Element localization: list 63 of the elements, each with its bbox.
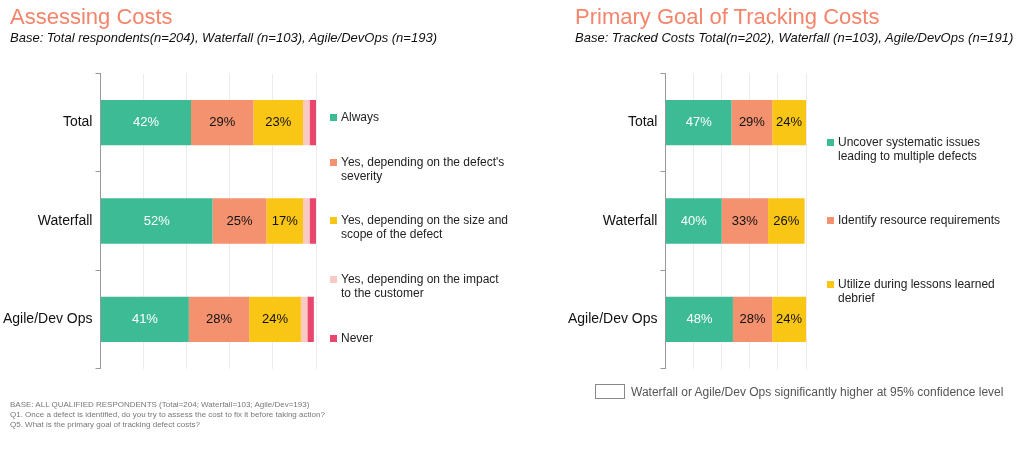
data-label: 47% <box>685 114 713 130</box>
y-tick-label: Agile/Dev Ops <box>568 310 658 327</box>
text: BASE: ALL QUALIFIED RESPONDENTS (Total=204; Waterfall=103; Agile/Dev=193) <box>10 400 311 410</box>
bar <box>300 296 308 343</box>
chart-title: Primary Goal of Tracking Costs <box>575 4 880 30</box>
data-label: 42% <box>132 114 160 130</box>
bar <box>732 296 773 343</box>
bar <box>665 296 733 343</box>
legend-label: Yes, depending on the defect's severity <box>341 154 506 183</box>
text: Q1. Once a defect is identified, do you try to assess the cost to fix it before taking action? <box>10 410 325 420</box>
data-label: 24% <box>262 310 289 326</box>
data-label: 29% <box>738 114 766 130</box>
bar <box>307 296 314 343</box>
legend-label: Never <box>341 330 374 345</box>
text: Waterfall or Agile/Dev Ops significantly higher at 95% confidence level <box>631 384 1004 399</box>
data-label: 40% <box>680 212 708 228</box>
chart-subtitle: Base: Total respondents(n=204), Waterfall (n=103), Agile/DevOps (n=193) <box>10 30 437 45</box>
y-tick-label: Waterfall <box>602 211 658 228</box>
data-label: 24% <box>776 310 803 326</box>
bar <box>266 198 304 244</box>
y-tick-label: Agile/Dev Ops <box>3 310 93 327</box>
bar <box>212 198 267 244</box>
bar <box>303 198 310 244</box>
legend-label: Identify resource requirements <box>838 213 1001 227</box>
data-label: 52% <box>143 212 171 228</box>
data-label: 23% <box>265 114 292 130</box>
bar <box>253 99 304 146</box>
bar <box>249 296 301 343</box>
bar <box>721 198 769 244</box>
data-label: 17% <box>271 212 299 228</box>
bar <box>772 99 806 146</box>
bar <box>309 99 316 146</box>
bar <box>188 296 250 343</box>
y-tick-label: Waterfall <box>37 211 93 228</box>
text: Q5. What is the primary goal of tracking defect costs? <box>10 420 201 430</box>
data-label: 25% <box>226 212 253 228</box>
y-tick-label: Total <box>627 113 658 130</box>
legend-label: Uncover systematic issues leading to multiple defects <box>838 135 982 163</box>
legend-label: Yes, depending on the size and scope of the defect <box>341 213 510 242</box>
y-tick-label: Total <box>62 113 93 130</box>
data-label: 48% <box>686 310 713 326</box>
bar <box>100 99 191 146</box>
legend-label: Always <box>341 110 380 125</box>
chart-subtitle: Base: Tracked Costs Total(n=202), Waterfall (n=103), Agile/DevOps (n=191) <box>575 30 1014 45</box>
chart-title: Assessing Costs <box>10 4 173 30</box>
data-label: 41% <box>131 310 159 326</box>
bar <box>768 198 805 244</box>
legend-label: Yes, depending on the impact to the customer <box>341 272 500 301</box>
data-label: 26% <box>773 212 800 228</box>
bar <box>303 99 310 146</box>
bar <box>665 198 722 244</box>
bar <box>100 198 213 244</box>
bar <box>665 99 732 146</box>
bar <box>772 296 806 343</box>
bar <box>191 99 254 146</box>
data-label: 28% <box>739 310 767 326</box>
data-label: 29% <box>209 114 236 130</box>
data-label: 24% <box>776 114 803 130</box>
bar <box>309 198 316 244</box>
data-label: 28% <box>206 310 233 326</box>
data-label: 33% <box>731 212 759 228</box>
bar <box>100 296 189 343</box>
legend-label: Utilize during lessons learned debrief <box>838 277 996 305</box>
